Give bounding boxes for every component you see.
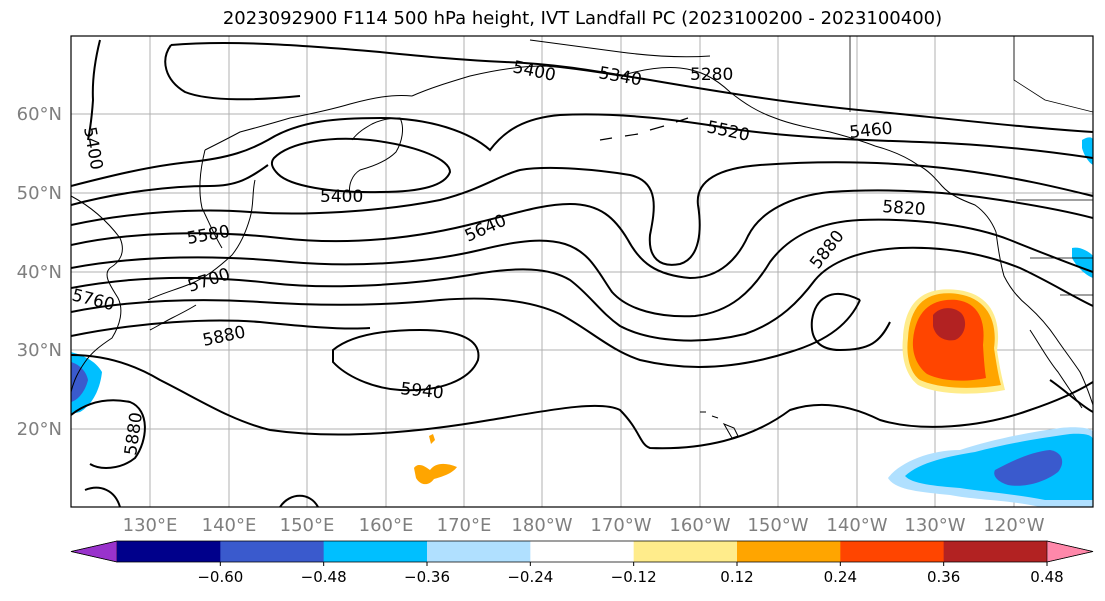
contour-labels: 5400 5340 5280 5400 5460 5520 5400 5580 …: [70, 57, 926, 456]
borders: [849, 36, 1093, 296]
latitude-labels: 60°N 50°N 40°N 30°N 20°N: [17, 104, 62, 440]
colorbar-segment: [427, 541, 531, 562]
colorbar-tick-label: −0.24: [507, 568, 553, 586]
lon-label: 120°W: [983, 515, 1044, 536]
colorbar-segment: [737, 541, 841, 562]
contour-label: 5820: [882, 197, 927, 220]
lat-label: 20°N: [17, 419, 62, 440]
colorbar-segment: [220, 541, 325, 562]
lon-label: 140°E: [202, 515, 257, 536]
colorbar-extend-high: [1046, 540, 1094, 563]
colorbar-tick-label: −0.48: [301, 568, 347, 586]
map-frame: [70, 35, 1094, 508]
colorbar-outline: [70, 540, 1094, 563]
colorbar-extend-low: [70, 540, 118, 563]
contour-label: 5940: [399, 379, 444, 403]
lat-label: 30°N: [17, 340, 62, 361]
colorbar-segment: [943, 541, 1048, 562]
colorbar-tick-label: 0.48: [1030, 568, 1063, 586]
colorbar-segment: [633, 541, 738, 562]
lon-label: 170°E: [437, 515, 492, 536]
contour-label: 5280: [690, 65, 733, 85]
lon-label: 180°W: [511, 515, 572, 536]
lat-label: 60°N: [17, 104, 62, 125]
ivt-negative-shading: [71, 137, 1093, 507]
ivt-positive-shading: [414, 289, 1005, 485]
chart-title: 2023092900 F114 500 hPa height, IVT Land…: [222, 8, 943, 29]
contour-label: 5400: [320, 187, 363, 207]
lon-label: 130°W: [904, 515, 965, 536]
colorbar-segment: [323, 541, 428, 562]
colorbar-segment: [840, 541, 945, 562]
lon-label: 150°E: [280, 515, 335, 536]
colorbar-segment: [117, 541, 221, 562]
lon-label: 160°E: [359, 515, 414, 536]
lon-label: 150°W: [747, 515, 808, 536]
colorbar: −0.60 −0.48 −0.36 −0.24 −0.12 0.12 0.24 0.36 0.4…: [70, 540, 1094, 586]
colorbar-tick-label: 0.12: [720, 568, 753, 586]
lat-label: 50°N: [17, 183, 62, 204]
lon-label: 130°E: [123, 515, 178, 536]
lon-label: 170°W: [590, 515, 651, 536]
lon-label: 160°W: [669, 515, 730, 536]
colorbar-tick-label: −0.12: [611, 568, 657, 586]
lat-label: 40°N: [17, 262, 62, 283]
colorbar-tick-label: 0.36: [927, 568, 960, 586]
height-contours: [71, 39, 1093, 507]
colorbar-tick-label: −0.60: [197, 568, 243, 586]
colorbar-segment: [530, 541, 635, 562]
lon-label: 140°W: [826, 515, 887, 536]
contour-label: 5460: [848, 119, 893, 143]
colorbar-tick-label: 0.24: [824, 568, 857, 586]
colorbar-tick-label: −0.36: [404, 568, 450, 586]
longitude-labels: 130°E 140°E 150°E 160°E 170°E 180°W 170°…: [123, 515, 1045, 536]
